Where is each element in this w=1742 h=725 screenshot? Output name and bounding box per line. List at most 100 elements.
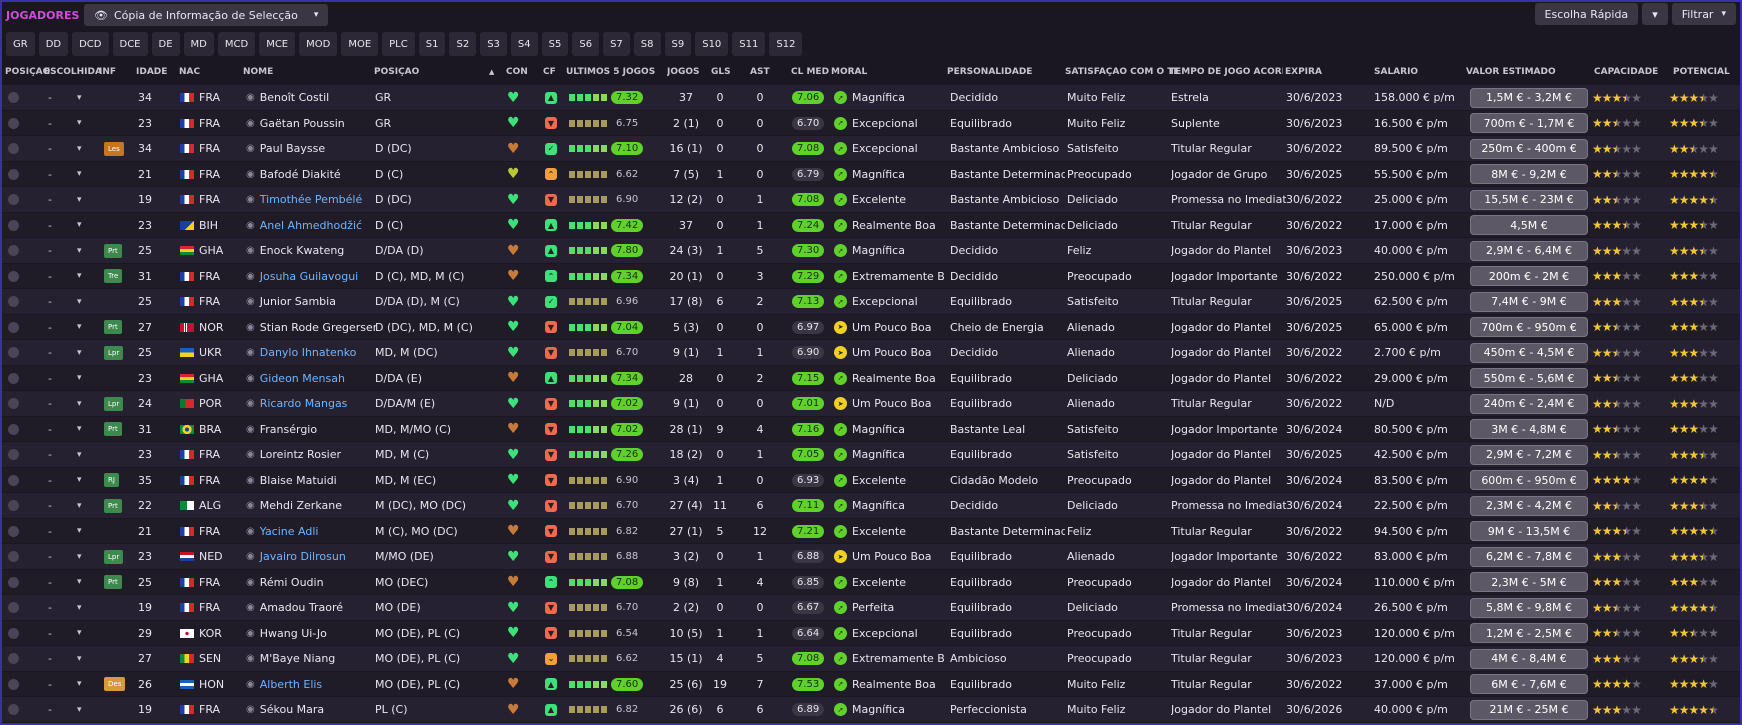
quick-choice-button[interactable]: Escolha Rápida <box>1534 3 1639 25</box>
header-expira[interactable]: EXPIRA <box>1285 67 1322 77</box>
tab-s3[interactable]: S3 <box>480 32 507 56</box>
estimated-value[interactable]: 4,5M € <box>1470 215 1588 235</box>
player-name[interactable]: Hwang Ui-Jo <box>259 626 327 640</box>
tab-gr[interactable]: GR <box>6 32 35 56</box>
table-row[interactable]: - ▾ Prt 25 FRA ◉ Rémi Oudin MO (DEC) ♥ ⌃ 7.08 9 (8)… <box>2 569 1740 595</box>
player-name[interactable]: Enock Kwateng <box>259 244 345 257</box>
position-slot[interactable]: - <box>48 346 52 359</box>
select-radio[interactable] <box>8 245 19 256</box>
position-slot[interactable]: - <box>48 218 52 232</box>
chevron-down-icon[interactable]: ▾ <box>77 271 82 281</box>
header-posicao[interactable]: POSIÇÃO <box>5 67 51 77</box>
header-nome[interactable]: NOME <box>243 67 274 77</box>
position-slot[interactable]: - <box>48 269 52 283</box>
filter-button[interactable]: Filtrar ▾ <box>1671 3 1736 25</box>
tab-s4[interactable]: S4 <box>510 32 538 56</box>
estimated-value[interactable]: 6,2M € - 7,8M € <box>1470 546 1588 567</box>
chevron-down-icon[interactable]: ▾ <box>77 296 82 307</box>
tab-s6[interactable]: S6 <box>572 32 600 56</box>
select-radio[interactable] <box>8 653 19 664</box>
header-tempo[interactable]: TEMPO DE JOGO ACORDA... <box>1169 67 1283 77</box>
table-row[interactable]: - ▾ Lpr 23 NED ◉ Javairo Dilrosun M/MO (DE) ♥ ▼ 6.… <box>2 544 1740 570</box>
table-row[interactable]: - ▾ 34 FRA ◉ Benoît Costil GR ♥ ▲ 7.32 37 0 0 7.06 ➚ Ma… <box>2 85 1740 111</box>
table-row[interactable]: - ▾ 25 FRA ◉ Junior Sambia D/DA (D), M (C) ♥ ✓ 6.… <box>2 289 1740 315</box>
table-row[interactable]: - ▾ RJ 35 FRA ◉ Blaise Matuidi MD, M (EC) ♥ ▼ 6.90… <box>2 467 1740 493</box>
chevron-down-icon[interactable]: ▾ <box>77 169 82 179</box>
estimated-value[interactable]: 5,8M € - 9,8M € <box>1470 597 1588 618</box>
tab-s12[interactable]: S12 <box>769 32 803 56</box>
estimated-value[interactable]: 700m € - 950m € <box>1470 317 1588 337</box>
player-name[interactable]: Alberth Elis <box>259 677 323 691</box>
header-con[interactable]: CON <box>506 67 528 77</box>
header-escolhida[interactable]: ESCOLHIDA <box>44 67 102 77</box>
estimated-value[interactable]: 21M € - 25M € <box>1470 699 1588 720</box>
table-row[interactable]: - ▾ 23 BIH ◉ Anel Ahmedhodžić D (C) ♥ ▲ 7.42 37 0 1 7… <box>2 212 1740 238</box>
tab-dce[interactable]: DCE <box>112 32 148 56</box>
select-radio[interactable] <box>8 194 19 205</box>
chevron-down-icon[interactable]: ▾ <box>77 118 82 128</box>
table-row[interactable]: - ▾ Prt 25 GHA ◉ Enock Kwateng D/DA (D) ♥ ▲ 7.80 24… <box>2 238 1740 264</box>
header-gls[interactable]: GLS <box>711 67 731 77</box>
position-slot[interactable]: - <box>48 167 52 181</box>
select-radio[interactable] <box>8 449 19 460</box>
player-name[interactable]: Bafodé Diakité <box>259 167 341 181</box>
select-radio[interactable] <box>8 704 19 715</box>
table-row[interactable]: - ▾ 27 SEN ◉ M'Baye Niang MO (DE), PL (C) ♥ ⌄ 6.6… <box>2 646 1740 672</box>
select-radio[interactable] <box>8 500 19 511</box>
table-row[interactable]: - ▾ 19 FRA ◉ Timothée Pembélé D (DC) ♥ ▼ 6.90 12 (… <box>2 187 1740 213</box>
select-radio[interactable] <box>8 117 19 129</box>
header-inf[interactable]: INF <box>99 67 117 77</box>
table-row[interactable]: - ▾ Lpr 24 POR ◉ Ricardo Mangas D/DA/M (E) ♥ ▼ 7.0… <box>2 391 1740 417</box>
estimated-value[interactable]: 200m € - 2M € <box>1470 266 1588 286</box>
header-salario[interactable]: SALÁRIO <box>1374 67 1419 77</box>
select-radio[interactable] <box>8 602 19 613</box>
chevron-down-icon[interactable]: ▾ <box>77 398 82 409</box>
table-row[interactable]: - ▾ Prt 31 BRA ◉ Fransérgio MD, M/MO (C) ♥ ▼ 7.02 2… <box>2 416 1740 442</box>
player-name[interactable]: Gideon Mensah <box>259 371 345 385</box>
header-ultimos[interactable]: ÚLTIMOS 5 JOGOS <box>566 67 656 77</box>
table-row[interactable]: - ▾ 23 FRA ◉ Gaëtan Poussin GR ♥ ▼ 6.75 2 (1) 0 0 6.7… <box>2 110 1740 136</box>
position-slot[interactable]: - <box>48 448 52 461</box>
table-row[interactable]: - ▾ Les 34 FRA ◉ Paul Baysse D (DC) ♥ ✓ 7.10 16 (1)… <box>2 136 1740 162</box>
header-potencial[interactable]: POTENCIAL <box>1673 67 1730 77</box>
select-radio[interactable] <box>8 678 19 690</box>
chevron-down-icon[interactable]: ▾ <box>77 143 82 154</box>
player-name[interactable]: Anel Ahmedhodžić <box>259 218 363 232</box>
position-slot[interactable]: - <box>48 524 52 538</box>
header-capacidade[interactable]: CAPACIDADE <box>1594 67 1659 77</box>
header-satisfacao[interactable]: SATISFAÇÃO COM O TE... <box>1065 67 1179 77</box>
table-row[interactable]: - ▾ Prt 22 ALG ◉ Mehdi Zerkane M (DC), MO (DC) ♥… <box>2 493 1740 519</box>
select-radio[interactable] <box>8 551 19 562</box>
position-slot[interactable]: - <box>48 677 52 691</box>
tab-mce[interactable]: MCE <box>259 32 296 56</box>
estimated-value[interactable]: 250m € - 400m € <box>1470 138 1588 159</box>
table-row[interactable]: - ▾ Prt 27 NOR ◉ Stian Rode Gregersen D (DC), M… <box>2 314 1740 340</box>
tab-dd[interactable]: DD <box>38 32 69 56</box>
estimated-value[interactable]: 4M € - 8,4M € <box>1470 648 1588 669</box>
estimated-value[interactable]: 6M € - 7,6M € <box>1470 674 1588 694</box>
player-name[interactable]: Javairo Dilrosun <box>259 550 346 563</box>
chevron-down-icon[interactable]: ▾ <box>77 220 82 230</box>
chevron-down-icon[interactable]: ▾ <box>77 704 82 715</box>
player-name[interactable]: Paul Baysse <box>259 142 326 155</box>
position-slot[interactable]: - <box>48 91 52 104</box>
position-slot[interactable]: - <box>48 652 52 665</box>
player-name[interactable]: Timothée Pembélé <box>259 193 363 206</box>
header-nac[interactable]: NAC <box>179 67 201 77</box>
estimated-value[interactable]: 700m € - 1,7M € <box>1470 113 1588 133</box>
select-radio[interactable] <box>8 372 19 384</box>
table-row[interactable]: - ▾ 21 FRA ◉ Yacine Adli M (C), MO (DC) ♥ ▼ 6.82 2… <box>2 518 1740 544</box>
select-radio[interactable] <box>8 474 19 486</box>
estimated-value[interactable]: 550m € - 5,6M € <box>1470 368 1588 388</box>
header-ast[interactable]: AST <box>750 67 770 77</box>
position-slot[interactable]: - <box>48 703 52 716</box>
table-row[interactable]: - ▾ Lpr 25 UKR ◉ Danylo Ihnatenko MD, M (DC) ♥ ▼ 6… <box>2 340 1740 366</box>
header-personalidade[interactable]: PERSONALIDADE <box>947 67 1033 77</box>
header-valor[interactable]: VALOR ESTIMADO <box>1466 67 1556 77</box>
quick-choice-dropdown[interactable]: ▾ <box>1642 3 1668 25</box>
estimated-value[interactable]: 1,5M € - 3,2M € <box>1470 87 1588 108</box>
tab-s8[interactable]: S8 <box>633 32 661 56</box>
estimated-value[interactable]: 450m € - 4,5M € <box>1470 342 1588 363</box>
position-slot[interactable]: - <box>48 397 52 410</box>
tab-s9[interactable]: S9 <box>664 32 692 56</box>
